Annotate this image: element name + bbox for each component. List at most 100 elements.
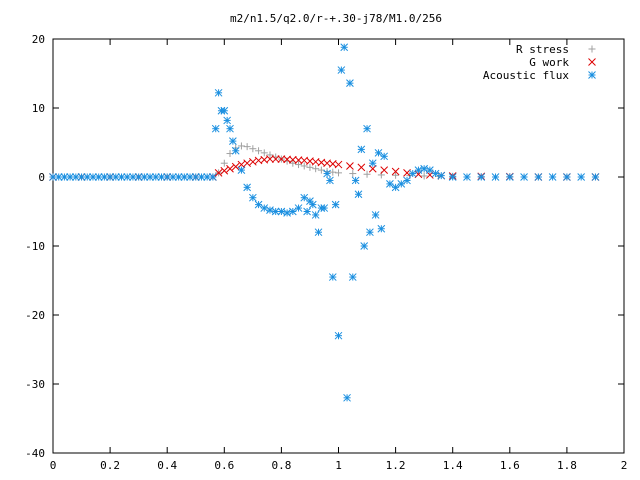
axis-ticks: 0 0.2 0.4 0.6 0.8 1 1.2 1.4 1.6 1.8 2 20 10 0 -10 -20 -3… [25, 33, 627, 472]
data-point [329, 168, 337, 176]
data-point [448, 173, 457, 181]
data-point [420, 172, 428, 180]
x-tick-label: 0.8 [271, 459, 291, 472]
data-point [348, 273, 357, 281]
data-point [312, 165, 320, 173]
data-point [243, 159, 251, 168]
data-point [266, 151, 274, 159]
x-tick-label: 1 [335, 459, 342, 472]
series-3 [49, 43, 600, 402]
data-point [505, 173, 514, 181]
data-point [354, 190, 363, 199]
data-point [277, 207, 286, 216]
data-marks [49, 43, 600, 402]
data-point [214, 169, 223, 177]
data-point [357, 163, 366, 172]
x-tick-label: 1.4 [443, 459, 463, 472]
data-point [366, 228, 374, 237]
data-point [243, 183, 251, 192]
x-tick-label: 0 [50, 459, 57, 472]
data-point [220, 106, 229, 115]
data-point [380, 166, 389, 174]
data-point [300, 162, 308, 170]
x-tick-label: 1.8 [557, 459, 577, 472]
data-point [209, 173, 217, 181]
data-point [334, 160, 343, 169]
data-point [220, 166, 229, 175]
y-tick-label: -40 [25, 447, 45, 460]
data-point [231, 162, 240, 171]
data-point [463, 173, 471, 181]
data-point [340, 43, 349, 52]
x-tick-label: 1.2 [386, 459, 406, 472]
data-point [226, 164, 234, 173]
data-point [295, 161, 303, 169]
data-point [477, 173, 486, 181]
data-point [314, 228, 323, 237]
data-point [491, 173, 500, 181]
y-tick-label: -10 [25, 240, 45, 253]
data-point [337, 66, 346, 74]
data-point [300, 193, 309, 202]
y-tick-label: 0 [38, 171, 45, 184]
data-point [248, 193, 257, 202]
data-point [260, 149, 268, 157]
data-point [191, 173, 200, 181]
data-point [231, 146, 240, 155]
data-point [351, 176, 360, 185]
data-point [363, 124, 371, 133]
data-point [346, 162, 354, 170]
data-point [283, 209, 291, 217]
data-point [311, 211, 320, 219]
x-tick-label: 2 [621, 459, 628, 472]
y-tick-label: -30 [25, 378, 45, 391]
data-point [249, 145, 257, 153]
data-point [266, 206, 274, 214]
data-point [349, 170, 357, 178]
data-point [243, 143, 251, 151]
data-point [548, 173, 557, 181]
data-point [360, 242, 369, 250]
legend-label: R stress [516, 43, 569, 56]
y-tick-label: 20 [32, 33, 45, 46]
data-point [129, 173, 137, 181]
data-point [211, 124, 220, 133]
data-point [100, 173, 109, 181]
data-point [266, 155, 274, 163]
data-point [326, 176, 334, 185]
data-point [371, 211, 380, 219]
data-point [117, 173, 126, 181]
data-point [229, 137, 237, 145]
data-point [363, 170, 371, 178]
data-point [248, 157, 257, 166]
data-point [391, 183, 400, 192]
legend-marker [588, 58, 596, 66]
data-point [334, 331, 343, 340]
data-point [520, 173, 528, 181]
data-point [414, 166, 423, 174]
data-point [226, 124, 234, 133]
data-point [335, 169, 342, 177]
data-point [255, 147, 263, 155]
data-point [577, 173, 586, 181]
data-point [323, 169, 331, 178]
data-point [237, 166, 246, 174]
data-point [237, 160, 246, 169]
legend-marker [588, 45, 596, 53]
data-point [420, 164, 429, 173]
legend-marker [588, 71, 596, 79]
data-point [392, 171, 400, 179]
data-point [368, 159, 377, 168]
data-point [391, 167, 400, 176]
x-tick-label: 0.6 [214, 459, 234, 472]
data-point [386, 180, 394, 188]
y-tick-label: 10 [32, 102, 45, 115]
data-point [343, 393, 351, 402]
data-point [346, 79, 354, 88]
data-point [377, 224, 386, 233]
data-point [320, 204, 329, 212]
data-point [223, 116, 232, 125]
data-point [331, 200, 340, 209]
data-point [403, 176, 411, 185]
